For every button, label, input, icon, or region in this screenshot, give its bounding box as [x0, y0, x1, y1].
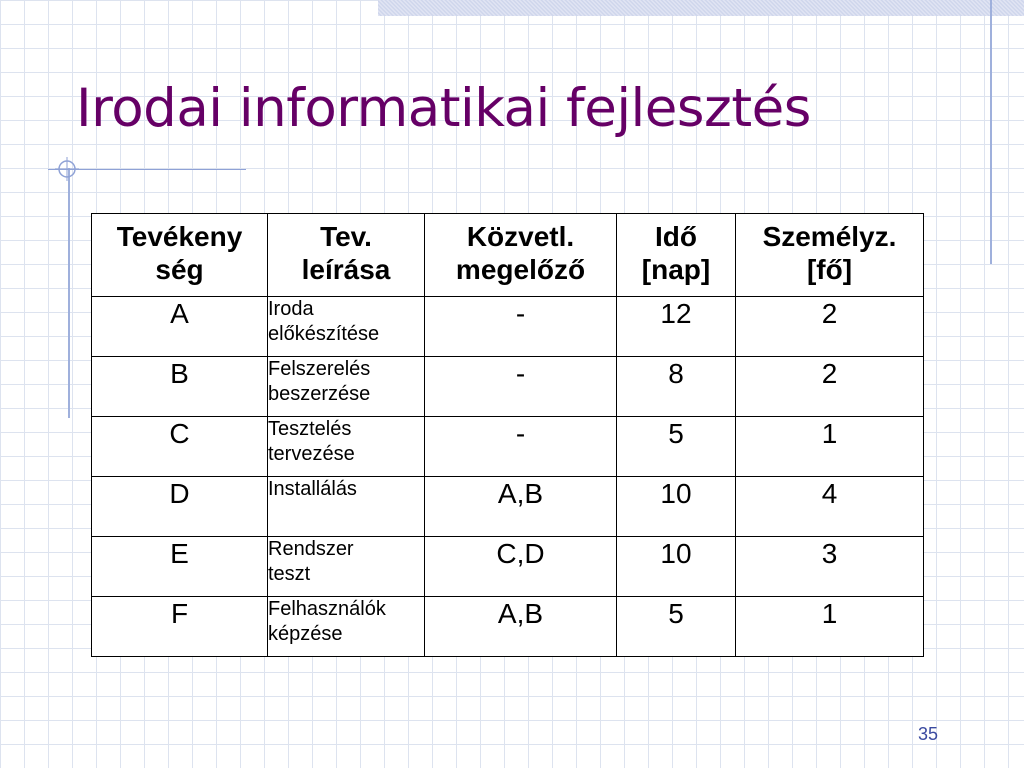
table-row: C Tesztelés tervezése -5 1 [91, 416, 924, 477]
cell-activity-id: C [91, 416, 268, 477]
cell-description: Tesztelés tervezése [267, 416, 425, 477]
cell-predecessor: C,D [424, 536, 617, 597]
activity-table: Tevékeny ség Tev. leírása Közvetl. megelőző… [91, 213, 924, 657]
table-row: B Felszerelés beszerzése -8 2 [91, 356, 924, 417]
cell-predecessor: A,B [424, 476, 617, 537]
cell-description: Installálás [267, 476, 425, 537]
cell-activity-id: E [91, 536, 268, 597]
cell-activity-id: F [91, 596, 268, 657]
left-decorative-line [68, 168, 70, 418]
cell-predecessor: - [424, 296, 617, 357]
cell-duration: 5 [616, 416, 736, 477]
slide-title: Irodai informatikai fejlesztés [76, 78, 811, 139]
table-header-row: Tevékeny ség Tev. leírása Közvetl. megelőző… [91, 213, 924, 297]
right-decorative-line [990, 0, 992, 264]
cell-predecessor: - [424, 356, 617, 417]
cell-staff: 4 [735, 476, 924, 537]
cell-description: Rendszer teszt [267, 536, 425, 597]
cell-duration: 12 [616, 296, 736, 357]
title-underline [48, 169, 246, 170]
header-description: Tev. leírása [267, 213, 425, 297]
cell-activity-id: B [91, 356, 268, 417]
page-number: 35 [917, 724, 938, 744]
table-body: A Iroda előkészítése -12 2 B Felszerelés beszer… [91, 296, 924, 657]
header-predecessor: Közvetl. megelőző [424, 213, 617, 297]
table-row: D Installálás A,B 10 4 [91, 476, 924, 537]
cell-predecessor: - [424, 416, 617, 477]
table-row: E Rendszer teszt C,D 10 3 [91, 536, 924, 597]
cell-description: Iroda előkészítése [267, 296, 425, 357]
cell-duration: 10 [616, 476, 736, 537]
cell-staff: 3 [735, 536, 924, 597]
cell-predecessor: A,B [424, 596, 617, 657]
header-duration: Idő [nap] [616, 213, 736, 297]
top-decorative-band [378, 0, 1024, 16]
header-activity: Tevékeny ség [91, 213, 268, 297]
cell-staff: 1 [735, 416, 924, 477]
cell-activity-id: A [91, 296, 268, 357]
header-staff: Személyz. [fő] [735, 213, 924, 297]
table-row: A Iroda előkészítése -12 2 [91, 296, 924, 357]
cell-staff: 1 [735, 596, 924, 657]
cell-duration: 5 [616, 596, 736, 657]
cell-staff: 2 [735, 356, 924, 417]
table-row: F Felhasználók képzése A,B 5 1 [91, 596, 924, 657]
cell-description: Felhasználók képzése [267, 596, 425, 657]
cell-duration: 8 [616, 356, 736, 417]
cell-activity-id: D [91, 476, 268, 537]
cell-description: Felszerelés beszerzése [267, 356, 425, 417]
cell-staff: 2 [735, 296, 924, 357]
cell-duration: 10 [616, 536, 736, 597]
crosshair-icon [55, 157, 79, 181]
